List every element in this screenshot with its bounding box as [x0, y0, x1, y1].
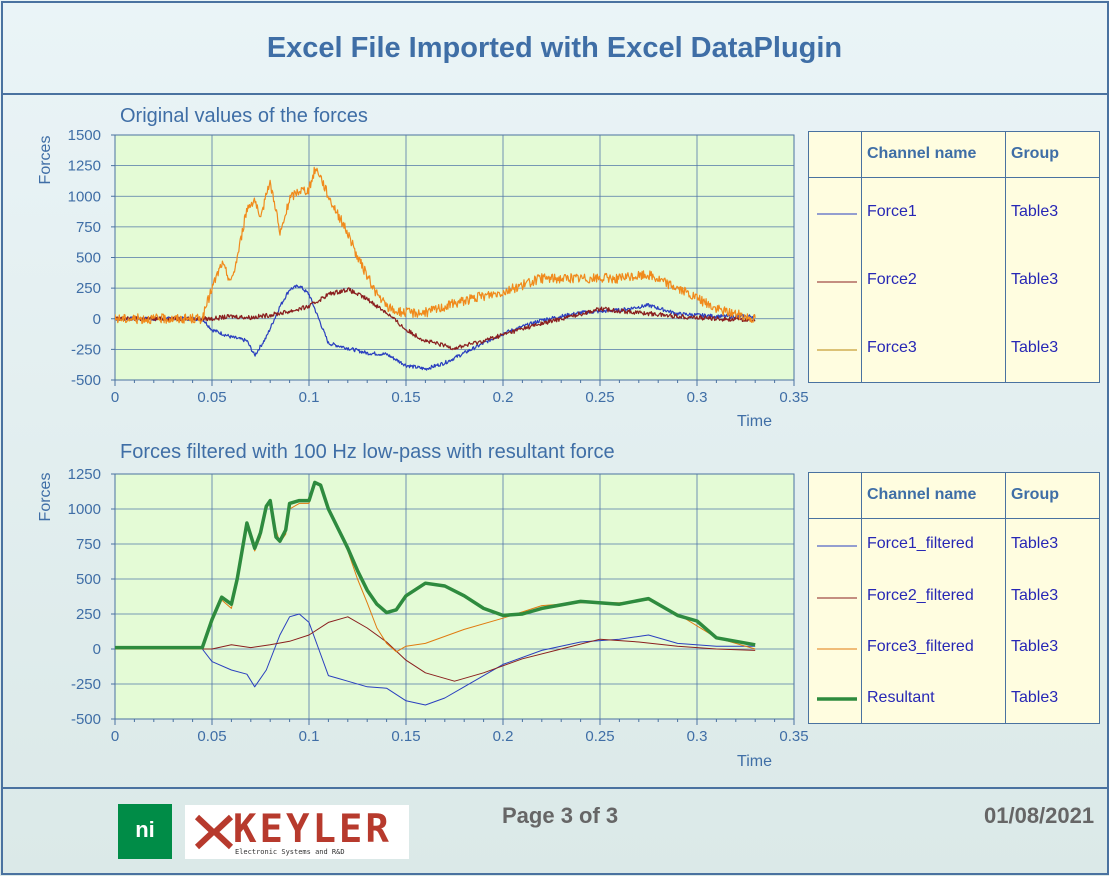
ni-logo: ni	[118, 804, 172, 859]
x-tick-label: 0.35	[779, 728, 808, 745]
column-header-group: Group	[1005, 132, 1099, 178]
y-tick-label: 500	[76, 571, 101, 588]
y-tick-label: 250	[76, 280, 101, 297]
line-swatch	[817, 213, 857, 215]
line-swatch	[817, 281, 857, 283]
page-title: Excel File Imported with Excel DataPlugi…	[266, 32, 843, 64]
y-tick-label: -250	[71, 341, 101, 358]
channel-name: Force2	[861, 246, 1006, 315]
group-name: Table3	[1011, 271, 1059, 289]
series-line-resultant	[115, 480, 756, 650]
page-number: Page 3 of 3	[502, 803, 619, 828]
column-header-channel: Channel name	[861, 473, 1006, 519]
y-tick-label: 750	[76, 536, 101, 553]
x-tick-label: 0.25	[585, 389, 614, 406]
group-name: Table3	[1011, 637, 1059, 655]
x-tick-label: 0.2	[493, 728, 514, 745]
x-tick-label: 0.05	[197, 389, 226, 406]
legend-table-1: Channel name Group Force1 Table3 Force2 …	[808, 131, 1100, 383]
legend-row: Resultant Table3	[809, 672, 1099, 723]
legend-table-header: Channel name Group	[809, 132, 1099, 178]
chart-1-title: Original values of the forces	[120, 105, 368, 127]
y-tick-label: 250	[76, 606, 101, 623]
legend-row: Force3_filtered Table3	[809, 621, 1099, 673]
y-tick-label: 1250	[68, 466, 101, 483]
x-tick-label: 0.05	[197, 728, 226, 745]
x-tick-label: 0.3	[687, 728, 708, 745]
channel-name: Force2_filtered	[861, 570, 1006, 622]
y-tick-label: 750	[76, 219, 101, 236]
series-line-force2	[115, 287, 756, 351]
y-tick-label: 1000	[68, 501, 101, 518]
y-tick-label: 0	[93, 311, 101, 328]
column-header-channel: Channel name	[861, 132, 1006, 178]
x-axis-label: Time	[737, 413, 772, 430]
legend-row: Force3 Table3	[809, 314, 1099, 382]
line-swatch	[817, 648, 857, 650]
keyler-tagline: Electronic Systems and R&D	[235, 848, 345, 856]
channel-name: Resultant	[861, 672, 1006, 723]
line-swatch	[817, 696, 857, 701]
x-tick-label: 0.15	[391, 728, 420, 745]
group-name: Table3	[1011, 339, 1059, 357]
legend-table-header: Channel name Group	[809, 473, 1099, 519]
x-tick-label: 0.25	[585, 728, 614, 745]
legend-row: Force1_filtered Table3	[809, 518, 1099, 571]
y-axis-label: Forces	[37, 473, 54, 522]
group-name: Table3	[1011, 586, 1059, 604]
legend-row: Force2_filtered Table3	[809, 570, 1099, 622]
line-swatch	[817, 545, 857, 547]
channel-name: Force1_filtered	[861, 518, 1006, 571]
report-date: 01/08/2021	[984, 803, 1095, 828]
keyler-chevron-icon	[194, 814, 234, 850]
footer-divider	[3, 787, 1107, 789]
plot-area	[114, 473, 795, 720]
channel-name: Force3	[861, 314, 1006, 382]
keyler-logo: KEYLER Electronic Systems and R&D	[185, 805, 409, 859]
y-tick-label: 1000	[68, 188, 101, 205]
x-tick-label: 0.1	[299, 728, 320, 745]
x-tick-label: 0	[111, 728, 119, 745]
group-name: Table3	[1011, 688, 1059, 706]
channel-name: Force3_filtered	[861, 621, 1006, 673]
y-tick-label: 500	[76, 250, 101, 267]
x-tick-label: 0.35	[779, 389, 808, 406]
line-swatch	[817, 349, 857, 351]
x-tick-label: 0	[111, 389, 119, 406]
y-tick-label: 1500	[68, 127, 101, 144]
header-divider	[3, 93, 1107, 95]
x-axis-label: Time	[737, 753, 772, 770]
group-name: Table3	[1011, 535, 1059, 553]
series-line-force1	[115, 284, 756, 371]
x-tick-label: 0.3	[687, 389, 708, 406]
y-tick-label: 0	[93, 641, 101, 658]
legend-table-2: Channel name Group Force1_filtered Table…	[808, 472, 1100, 724]
y-axis-label: Forces	[37, 136, 54, 185]
y-tick-label: -500	[71, 372, 101, 389]
series-line-force2_filtered	[115, 616, 756, 682]
y-tick-label: -500	[71, 711, 101, 728]
chart-2-title: Forces filtered with 100 Hz low-pass wit…	[120, 441, 615, 463]
series-line-force3	[115, 166, 756, 325]
channel-name: Force1	[861, 177, 1006, 247]
y-tick-label: 1250	[68, 158, 101, 175]
group-name: Table3	[1011, 203, 1059, 221]
x-tick-label: 0.2	[493, 389, 514, 406]
series-group	[115, 166, 756, 371]
series-group	[115, 480, 756, 706]
line-swatch	[817, 597, 857, 599]
keyler-wordmark: KEYLER	[233, 807, 392, 852]
legend-row: Force2 Table3	[809, 246, 1099, 315]
x-tick-label: 0.1	[299, 389, 320, 406]
y-tick-label: -250	[71, 676, 101, 693]
column-header-group: Group	[1005, 473, 1099, 519]
legend-row: Force1 Table3	[809, 177, 1099, 247]
x-tick-label: 0.15	[391, 389, 420, 406]
